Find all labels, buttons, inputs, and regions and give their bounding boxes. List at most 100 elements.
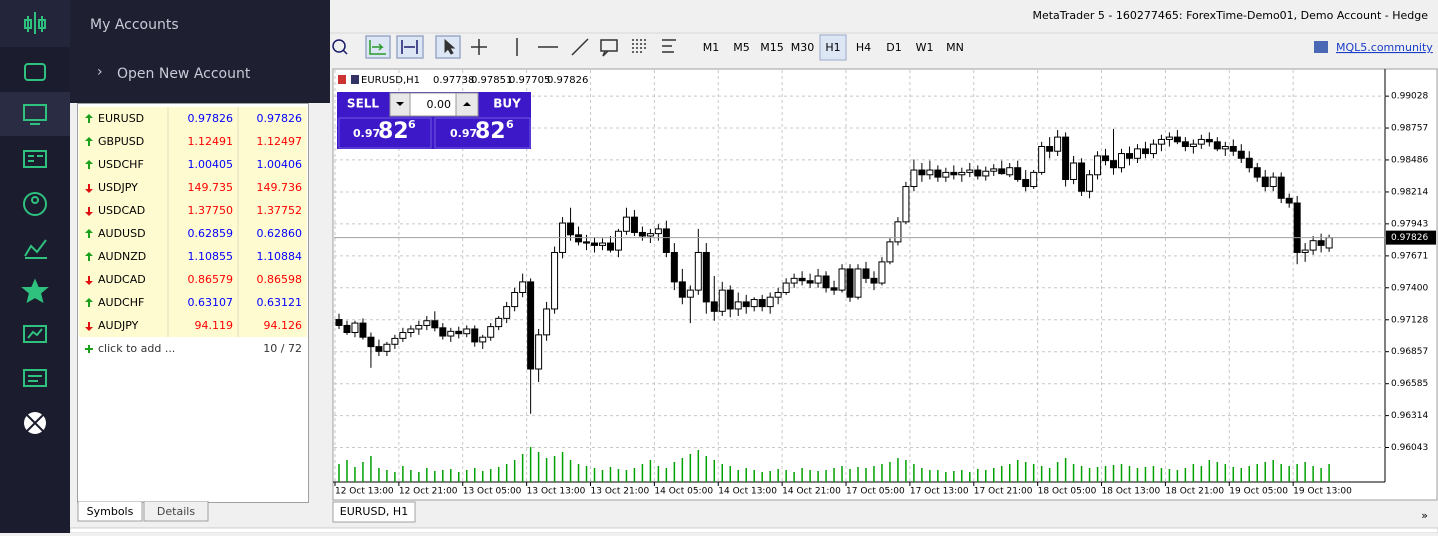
timeframe[interactable]: W1 xyxy=(916,41,934,54)
price-major: 0.97 xyxy=(450,127,477,140)
row-bg xyxy=(79,268,307,291)
ask: 1.00406 xyxy=(257,158,303,171)
y-tick-label: 0.98486 xyxy=(1391,155,1428,165)
x-tick-label: 17 Oct 21:00 xyxy=(974,487,1033,497)
x-tick-label: 12 Oct 21:00 xyxy=(399,487,458,497)
candle-body xyxy=(519,281,527,293)
candle-body xyxy=(591,242,599,246)
symbol[interactable]: AUDNZD xyxy=(98,250,146,263)
candle-body xyxy=(1301,249,1309,253)
candle-body xyxy=(471,328,479,343)
x-tick-label: 19 Oct 13:00 xyxy=(1293,487,1352,497)
candle-body xyxy=(447,330,455,337)
symbol[interactable]: AUDCAD xyxy=(98,273,146,286)
bid: 0.62859 xyxy=(188,227,234,240)
candle-body xyxy=(694,251,702,291)
timeframe[interactable]: H1 xyxy=(825,41,840,54)
timeframe[interactable]: M30 xyxy=(791,41,815,54)
sell-label[interactable]: SELL xyxy=(347,97,379,111)
tab[interactable] xyxy=(77,501,143,522)
arrow-down xyxy=(85,184,93,193)
timeframe[interactable]: M1 xyxy=(703,41,720,54)
timeframe[interactable]: MN xyxy=(946,41,964,54)
candle-body xyxy=(1213,141,1221,150)
candle-body xyxy=(1046,146,1054,152)
candle-body xyxy=(1054,136,1062,152)
ask: 149.736 xyxy=(257,181,303,194)
timeframe[interactable]: D1 xyxy=(886,41,901,54)
x-tick-label: 14 Oct 05:00 xyxy=(654,487,713,497)
candle-body xyxy=(359,322,367,338)
market-watch-table: EURUSD 0.97826 0.97826 GBPUSD 1.12491 1.12497… xyxy=(79,107,307,355)
plot: 0.990280.987570.984860.982140.979430.976… xyxy=(334,70,1436,497)
candle-body xyxy=(1245,157,1253,169)
timeframe-bar: M1 M5 M15 M30 H1 H4 D1 W1 MN xyxy=(703,34,964,61)
sell-price-box[interactable] xyxy=(338,117,432,149)
bid: 1.37750 xyxy=(188,204,234,217)
mql5-link-text[interactable]: MQL5.community xyxy=(1336,41,1433,54)
menu-title[interactable]: My Accounts xyxy=(90,17,179,33)
symbol[interactable]: USDJPY xyxy=(98,181,138,194)
toolbar-icons xyxy=(332,35,676,59)
candle-body xyxy=(1181,141,1189,148)
volume-value[interactable]: 0.00 xyxy=(427,98,452,111)
timeframe[interactable]: H4 xyxy=(856,41,871,54)
candle-body xyxy=(423,320,431,326)
candle-body xyxy=(527,281,535,370)
symbol[interactable]: USDCHF xyxy=(98,158,144,171)
candle-body xyxy=(1165,136,1173,140)
tab[interactable] xyxy=(143,501,209,522)
candle-body xyxy=(415,324,423,330)
price-point: 6 xyxy=(506,118,514,131)
candle-body xyxy=(495,317,503,328)
tab-label[interactable]: Symbols xyxy=(87,505,134,518)
add-label[interactable]: click to add ... xyxy=(98,342,175,355)
symbol[interactable]: EURUSD xyxy=(98,112,144,125)
candle-body xyxy=(1133,148,1141,159)
candle-body xyxy=(1070,162,1078,180)
row-bg xyxy=(79,153,307,176)
flag-icon xyxy=(351,75,359,84)
candle-body xyxy=(934,169,942,178)
candle-body xyxy=(926,169,934,176)
candle-body xyxy=(702,251,710,303)
arrow-down xyxy=(85,322,93,331)
candle-body xyxy=(463,328,471,335)
menu-item[interactable]: Open New Account xyxy=(117,66,251,82)
symbol[interactable]: GBPUSD xyxy=(98,135,144,148)
candle-body xyxy=(862,268,870,279)
y-tick-label: 0.96857 xyxy=(1391,347,1428,357)
candle-body xyxy=(1293,202,1301,253)
candle-body xyxy=(375,346,383,352)
candle-body xyxy=(1125,153,1133,159)
candle-body xyxy=(974,169,982,177)
candle-body xyxy=(942,171,950,178)
symbol[interactable]: USDCAD xyxy=(98,204,145,217)
chart-tab-label[interactable]: EURUSD, H1 xyxy=(340,505,408,518)
tab-label[interactable]: Details xyxy=(157,505,195,518)
chart-tab[interactable] xyxy=(332,501,416,523)
candle-body xyxy=(511,291,519,308)
candle-body xyxy=(606,242,614,251)
timeframe[interactable]: M15 xyxy=(760,41,784,54)
candle-body xyxy=(1030,171,1038,188)
one-click-panel: SELL 0.00 BUY 0.97 82 6 0.97 82 6 xyxy=(337,92,531,149)
buy-label[interactable]: BUY xyxy=(493,97,521,111)
sell-button[interactable] xyxy=(338,93,388,116)
timeframe[interactable]: M5 xyxy=(733,41,750,54)
current-price-label: 0.97826 xyxy=(1391,233,1428,243)
candle-body xyxy=(1006,167,1014,176)
symbol[interactable]: AUDJPY xyxy=(98,319,139,332)
buy-price-box[interactable] xyxy=(434,117,531,149)
symbol[interactable]: AUDUSD xyxy=(98,227,146,240)
mql5-icon xyxy=(1314,41,1328,53)
symbol[interactable]: AUDCHF xyxy=(98,296,144,309)
candle-body xyxy=(431,320,439,329)
candle-body xyxy=(886,241,894,263)
candle-body xyxy=(343,324,351,334)
bid: 94.119 xyxy=(195,319,234,332)
scroll-mark[interactable]: » xyxy=(1421,509,1428,522)
row-bg xyxy=(79,176,307,199)
mql5-link[interactable]: MQL5.community xyxy=(1314,41,1433,54)
candle-body xyxy=(630,216,638,233)
